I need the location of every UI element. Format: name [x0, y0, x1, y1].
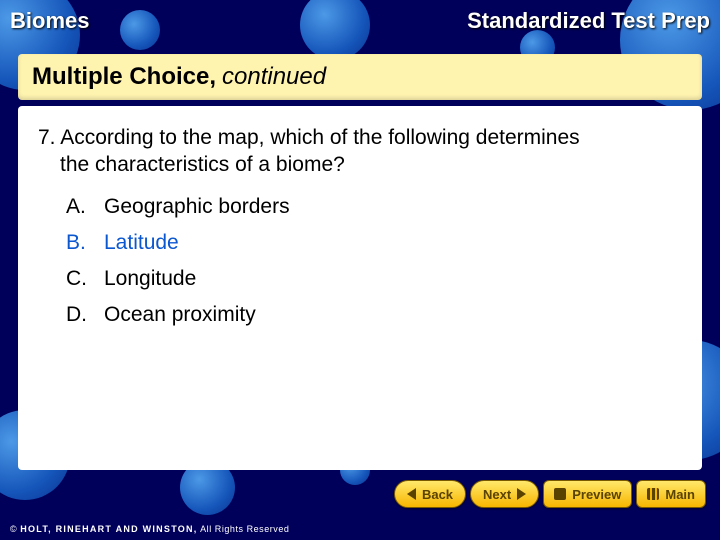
- slide-title-sub: continued: [222, 63, 326, 91]
- option-text: Ocean proximity: [104, 303, 256, 327]
- preview-icon: [554, 488, 566, 500]
- option-a[interactable]: A. Geographic borders: [66, 195, 682, 219]
- option-text: Geographic borders: [104, 195, 290, 219]
- question-text: 7. According to the map, which of the fo…: [38, 124, 682, 179]
- header: Biomes Standardized Test Prep: [0, 0, 720, 42]
- option-text: Longitude: [104, 267, 196, 291]
- next-button[interactable]: Next: [470, 480, 539, 508]
- back-label: Back: [422, 487, 453, 502]
- option-letter: B.: [66, 231, 104, 255]
- section-label: Standardized Test Prep: [467, 8, 710, 34]
- option-d[interactable]: D. Ocean proximity: [66, 303, 682, 327]
- chevron-right-icon: [517, 488, 526, 500]
- slide-title-bar: Multiple Choice, continued: [18, 54, 702, 100]
- preview-label: Preview: [572, 487, 621, 502]
- option-b[interactable]: B. Latitude: [66, 231, 682, 255]
- copyright-brand: HOLT, RINEHART AND WINSTON,: [20, 524, 197, 534]
- copyright: © HOLT, RINEHART AND WINSTON, All Rights…: [10, 524, 289, 534]
- slide-title-main: Multiple Choice,: [32, 63, 216, 91]
- question-line2: the characteristics of a biome?: [38, 151, 682, 178]
- option-text: Latitude: [104, 231, 179, 255]
- option-letter: A.: [66, 195, 104, 219]
- options-list: A. Geographic borders B. Latitude C. Lon…: [38, 195, 682, 327]
- option-letter: C.: [66, 267, 104, 291]
- back-button[interactable]: Back: [394, 480, 466, 508]
- option-c[interactable]: C. Longitude: [66, 267, 682, 291]
- main-label: Main: [665, 487, 695, 502]
- copyright-symbol: ©: [10, 524, 20, 534]
- slide: Biomes Standardized Test Prep Multiple C…: [0, 0, 720, 540]
- copyright-suffix: All Rights Reserved: [200, 524, 289, 534]
- nav-bar: Back Next Preview Main: [0, 476, 720, 512]
- chapter-title: Biomes: [10, 8, 89, 34]
- preview-button[interactable]: Preview: [543, 480, 632, 508]
- next-label: Next: [483, 487, 511, 502]
- question-number: 7.: [38, 126, 56, 149]
- option-letter: D.: [66, 303, 104, 327]
- chevron-left-icon: [407, 488, 416, 500]
- question-line1: According to the map, which of the follo…: [60, 126, 579, 149]
- content-panel: 7. According to the map, which of the fo…: [18, 106, 702, 470]
- main-button[interactable]: Main: [636, 480, 706, 508]
- grid-icon: [647, 488, 659, 500]
